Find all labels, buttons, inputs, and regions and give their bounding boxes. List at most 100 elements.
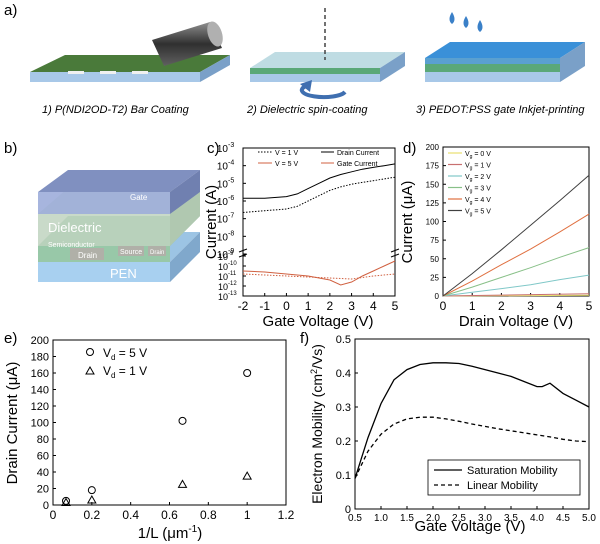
chart-e-xtick-label: 1 — [244, 508, 251, 522]
chart-c-xtick-label: -1 — [259, 299, 270, 313]
chart-c-xtick-label: 0 — [283, 299, 290, 313]
chart-e-ytick-label: 160 — [31, 368, 49, 380]
chart-d-legend-entry: Vg = 4 V — [465, 197, 491, 206]
chart-e-ytick-label: 40 — [37, 467, 49, 479]
chart-f-ytick-label: 0.3 — [336, 402, 351, 414]
chart-c-axis-break — [390, 248, 400, 253]
chart-c-series-1 — [242, 176, 396, 213]
chart-c-ytick-lower-label: 10 — [218, 252, 228, 262]
chart-c-ytick-exp: -4 — [228, 160, 234, 167]
chart-f-xtick-label: 5.0 — [582, 513, 596, 524]
chart-e-point-triangle — [86, 495, 97, 504]
chart-d-legend: Vg = 0 V Vg = 1 V Vg = 2 V Vg = 3 V Vg = 4 V… — [448, 151, 491, 218]
chart-c-xtick-label: 5 — [392, 299, 399, 313]
chart-e-xtick-label: 0.6 — [161, 508, 178, 522]
chart-d-ytick-label: 25 — [430, 273, 439, 282]
chart-c-ytick-label: 10 — [217, 250, 229, 261]
chart-e-ytick-label: 20 — [37, 484, 49, 496]
layer-dielectric-label: Dielectric — [48, 220, 102, 235]
chart-f-ylabel: Electron Mobility (cm2/Vs) — [309, 344, 325, 504]
chart-c-ytick-label: 10 — [217, 232, 229, 243]
chart-c-ytick-lower-label: 10 — [218, 262, 228, 272]
chart-c-xlabel: Gate Voltage (V) — [263, 313, 374, 330]
chart-d-ytick-label: 50 — [430, 255, 439, 264]
chart-d-ytick-label: 0 — [435, 292, 440, 301]
step-2-caption: 2) Dielectric spin-coating — [247, 104, 368, 116]
chart-e-ytick-label: 120 — [31, 401, 49, 413]
chart-c-axis-break — [238, 253, 248, 258]
ink-droplet-icons — [449, 12, 483, 32]
chart-c-ytick-exp: -3 — [228, 142, 234, 149]
bar-coating-illustration — [30, 21, 230, 82]
chart-d-xtick-label: 0 — [440, 299, 447, 313]
panel-a-illustrations — [30, 8, 585, 100]
chart-d-xtick-label: 3 — [527, 299, 534, 313]
chart-f-ytick-label: 0.1 — [336, 470, 351, 482]
panel-f-label: f) — [300, 330, 310, 347]
panel-b-device-stack: Gate Dielectric Semiconductor Drain Sour… — [38, 170, 200, 282]
chart-d-series-3 — [442, 247, 590, 297]
chart-c-ytick-exp: -9 — [228, 248, 234, 255]
chart-d-ylabel: Current (μA) — [399, 181, 416, 264]
chart-d-xtick-label: 2 — [498, 299, 505, 313]
chart-d-series-2 — [442, 274, 590, 297]
chart-d-legend-entry: Vg = 0 V — [465, 151, 491, 160]
chart-e-ytick-label: 0 — [43, 500, 49, 512]
chart-e-ytick-label: 100 — [31, 418, 49, 430]
chart-e-ytick-label: 180 — [31, 352, 49, 364]
chart-f-xtick-label: 2.0 — [426, 513, 440, 524]
chart-f-legend-linear: Linear Mobility — [467, 480, 538, 492]
chart-e-xlabel: 1/L (μm-1) — [138, 524, 203, 542]
chart-e-ytick-label: 60 — [37, 451, 49, 463]
chart-d-legend-entry: Vg = 5 V — [465, 209, 491, 218]
chart-d-ytick-label: 125 — [426, 199, 440, 208]
chart-f-xtick-label: 1.0 — [374, 513, 388, 524]
chart-f-xlabel: Gate Voltage (V) — [415, 518, 526, 535]
chart-d-xtick-label: 5 — [586, 299, 593, 313]
chart-c-series-0 — [243, 163, 396, 199]
chart-f-ytick-label: 0 — [345, 504, 351, 516]
chart-c-legend-v1: V = 1 V — [275, 150, 298, 157]
layer-drain-label: Drain — [78, 251, 97, 260]
layer-gate-label: Gate — [130, 193, 148, 202]
chart-e-xtick-label: 0.2 — [83, 508, 100, 522]
chart-c-ytick-lower-exp: -12 — [228, 281, 237, 287]
chart-e-point-circle — [87, 486, 96, 495]
chart-e-xtick-label: 0 — [50, 508, 57, 522]
layer-semiconductor-label: Semiconductor — [48, 242, 95, 249]
layer-source-label: Source — [120, 249, 142, 256]
chart-e-point-circle — [178, 416, 187, 425]
chart-c-ytick-exp: -7 — [228, 213, 234, 220]
chart-c-ytick-label: 10 — [217, 179, 229, 190]
chart-e-legend-v1: Vd = 1 V — [103, 364, 147, 380]
chart-d-series-1 — [442, 293, 590, 297]
chart-c-ytick-lower-label: 10 — [218, 282, 228, 292]
chart-c-series-3 — [242, 273, 396, 280]
chart-d-ytick-label: 175 — [426, 162, 440, 171]
chart-f-ytick-label: 0.2 — [336, 436, 351, 448]
chart-d-legend-entry: Vg = 2 V — [465, 174, 491, 183]
chart-e-ytick-label: 80 — [37, 434, 49, 446]
panel-e-label: e) — [4, 330, 18, 347]
chart-c-legend-gate: Gate Current — [337, 161, 378, 168]
chart-c-legend-drain: Drain Current — [337, 150, 379, 157]
chart-c-ytick-label: 10 — [217, 197, 229, 208]
chart-f-xtick-label: 1.5 — [400, 513, 414, 524]
chart-d-ytick-label: 150 — [426, 180, 440, 189]
chart-c-ylabel: Current (A) — [203, 185, 220, 259]
chart-e-xtick-label: 0.4 — [122, 508, 139, 522]
chart-e-point-circle — [62, 496, 71, 505]
chart-f-xtick-label: 4.0 — [530, 513, 544, 524]
chart-e-point-triangle — [242, 471, 253, 480]
chart-d-xtick-label: 4 — [556, 299, 563, 313]
chart-c-ytick-label: 10 — [217, 162, 229, 173]
panel-a-label: a) — [4, 2, 18, 19]
chart-d-ytick-label: 75 — [430, 236, 439, 245]
chart-c-ytick-exp: -5 — [228, 177, 234, 184]
chart-d-legend-entry: Vg = 3 V — [465, 186, 491, 195]
chart-e-point-triangle — [61, 497, 71, 507]
chart-c-ytick-label: 10 — [217, 215, 229, 226]
chart-e-ytick-label: 140 — [31, 385, 49, 397]
